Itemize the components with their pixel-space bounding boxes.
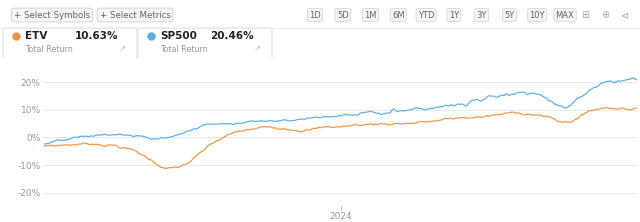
Text: 10Y: 10Y	[529, 10, 545, 20]
Text: 5D: 5D	[337, 10, 349, 20]
Text: 20.46%: 20.46%	[210, 31, 253, 41]
Text: 10.63%: 10.63%	[75, 31, 118, 41]
Text: ⊕: ⊕	[601, 10, 609, 20]
Text: 1Y: 1Y	[449, 10, 459, 20]
FancyBboxPatch shape	[3, 28, 137, 59]
FancyBboxPatch shape	[138, 28, 272, 59]
Text: MAX: MAX	[556, 10, 574, 20]
Text: ⊞: ⊞	[581, 10, 589, 20]
Text: Total Return: Total Return	[160, 44, 208, 54]
Text: ⊲: ⊲	[621, 10, 629, 20]
Text: Total Return: Total Return	[25, 44, 73, 54]
Text: YTD: YTD	[418, 10, 435, 20]
Text: 6M: 6M	[392, 10, 404, 20]
Text: 3Y: 3Y	[476, 10, 487, 20]
Text: 5Y: 5Y	[504, 10, 515, 20]
Text: + Select Symbols: + Select Symbols	[14, 10, 90, 20]
Text: 1D: 1D	[309, 10, 321, 20]
Text: SP500: SP500	[160, 31, 197, 41]
Text: ETV: ETV	[25, 31, 47, 41]
Text: 1M: 1M	[364, 10, 377, 20]
Text: ↗: ↗	[118, 44, 125, 54]
Text: + Select Metrics: + Select Metrics	[100, 10, 170, 20]
Text: ↗: ↗	[253, 44, 260, 54]
